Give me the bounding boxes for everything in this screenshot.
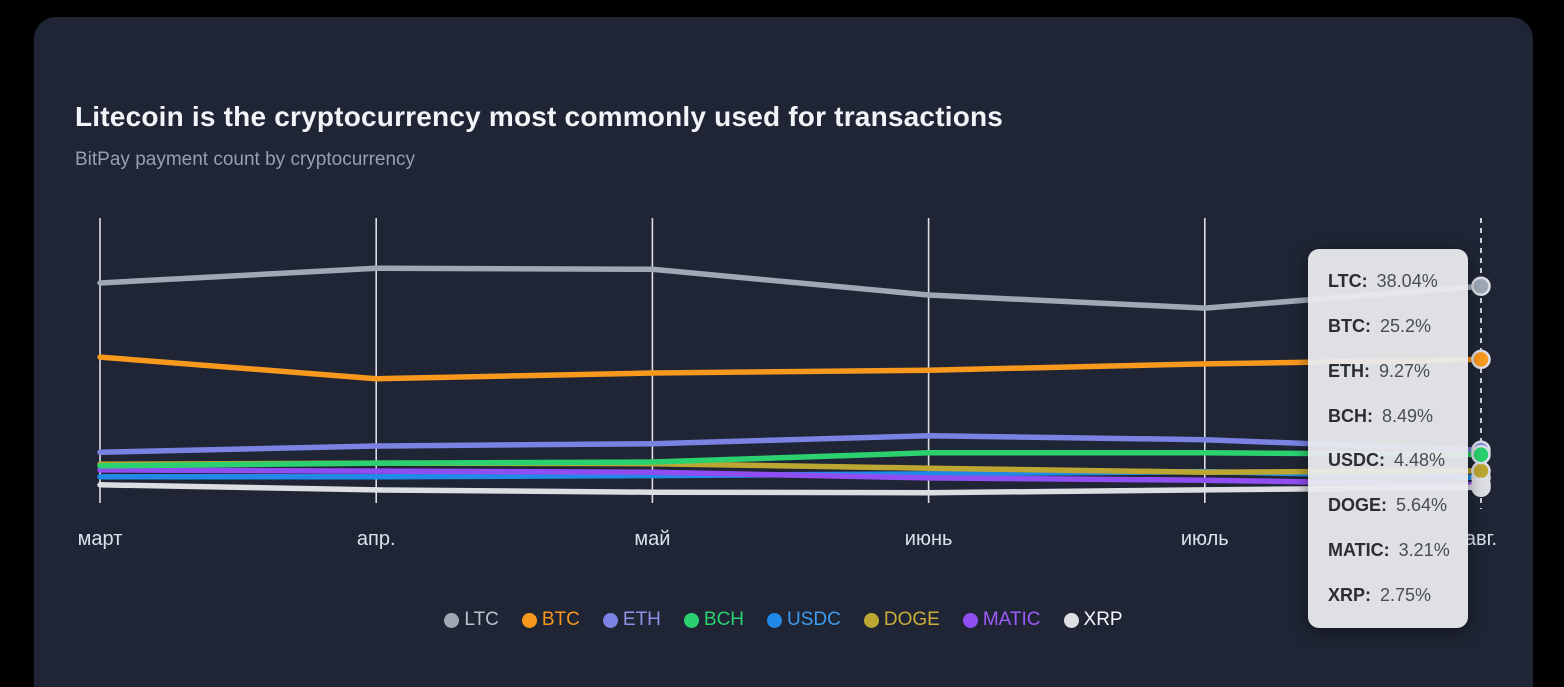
tooltip-series-value: 4.48% (1394, 450, 1446, 471)
x-axis-label: июль (1181, 528, 1229, 550)
series-line-ETH (97, 432, 1484, 456)
x-axis-label: апр. (357, 528, 396, 550)
ltc-legend-dot-icon (444, 612, 460, 628)
legend-label: USDC (787, 609, 841, 630)
legend-item-DOGE[interactable]: DOGE (863, 609, 940, 631)
legend-item-BTC[interactable]: BTC (521, 609, 580, 631)
page-subtitle: BitPay payment count by cryptocurrency (75, 149, 416, 170)
tooltip-series-value: 38.04% (1376, 270, 1438, 291)
matic-legend-dot-icon (962, 612, 978, 628)
doge-legend-dot-icon (863, 612, 879, 628)
tooltip-series-value: 2.75% (1380, 585, 1432, 606)
tooltip-series-label: BCH: (1328, 405, 1373, 426)
tooltip-row: USDC: 4.48% (1308, 450, 1468, 471)
legend-item-ETH[interactable]: ETH (602, 609, 661, 631)
legend-label: BTC (541, 609, 580, 630)
tooltip-series-value: 9.27% (1379, 360, 1431, 381)
series-line-XRP (97, 482, 1484, 496)
tooltip-series-label: MATIC: (1328, 540, 1390, 561)
tooltip-row: ETH: 9.27% (1308, 361, 1468, 382)
tooltip-row: XRP: 2.75% (1308, 585, 1468, 606)
end-dot-LTC (1471, 276, 1491, 296)
legend-label: BCH (703, 609, 745, 630)
tooltip-series-label: USDC: (1328, 450, 1385, 471)
tooltip-row: MATIC: 3.21% (1308, 540, 1468, 561)
legend-item-BCH[interactable]: BCH (683, 609, 745, 631)
tooltip-row: LTC: 38.04% (1308, 271, 1468, 292)
tooltip-row: BCH: 8.49% (1308, 406, 1468, 427)
series-line-BTC (97, 354, 1484, 382)
tooltip-series-value: 3.21% (1398, 540, 1450, 561)
legend-label: MATIC (982, 609, 1041, 630)
tooltip-series-value: 5.64% (1396, 495, 1448, 516)
tooltip-row: BTC: 25.2% (1308, 316, 1468, 337)
x-axis-label: март (78, 528, 123, 550)
bch-legend-dot-icon (683, 612, 699, 628)
legend-label: ETH (622, 609, 661, 630)
legend-label: DOGE (883, 609, 940, 630)
tooltip-row: DOGE: 5.64% (1308, 495, 1468, 516)
x-axis-label: июнь (905, 528, 953, 550)
line-chart: март апр. май июнь июль авг. (78, 218, 1497, 550)
tooltip-series-label: LTC: (1328, 270, 1368, 291)
legend-label: LTC (464, 609, 499, 630)
chart-legend: LTC BTC ETH BCH USDC DOGE MATIC XRP (34, 609, 1533, 631)
end-dot-DOGE (1471, 461, 1491, 481)
tooltip-series-value: 25.2% (1380, 315, 1432, 336)
end-dot-BTC (1471, 349, 1491, 370)
tooltip-series-value: 8.49% (1382, 405, 1434, 426)
chart-card: Litecoin is the cryptocurrency most comm… (34, 17, 1533, 687)
legend-label: XRP (1083, 609, 1123, 630)
xrp-legend-dot-icon (1063, 612, 1079, 628)
series-line-MATIC (97, 467, 1484, 488)
btc-legend-dot-icon (521, 612, 537, 628)
eth-legend-dot-icon (602, 612, 618, 628)
legend-item-USDC[interactable]: USDC (767, 609, 841, 631)
legend-item-MATIC[interactable]: MATIC (962, 609, 1041, 631)
chart-tooltip: LTC: 38.04% BTC: 25.2% ETH: 9.27% BCH: 8.49% USD… (1308, 249, 1468, 628)
tooltip-series-label: BTC: (1328, 315, 1371, 336)
end-dot-XRP (1471, 477, 1491, 498)
x-axis-label: авг. (1465, 528, 1497, 550)
tooltip-series-label: XRP: (1328, 585, 1372, 606)
legend-item-LTC[interactable]: LTC (444, 609, 499, 631)
legend-item-XRP[interactable]: XRP (1063, 609, 1123, 631)
page-title: Litecoin is the cryptocurrency most comm… (75, 101, 1004, 132)
series-line-BCH (97, 450, 1484, 469)
usdc-legend-dot-icon (767, 612, 783, 628)
tooltip-series-label: DOGE: (1328, 495, 1388, 516)
end-dot-BCH (1471, 444, 1491, 465)
tooltip-series-label: ETH: (1328, 360, 1370, 381)
x-axis-label: май (634, 528, 670, 550)
series-line-LTC (97, 265, 1484, 311)
